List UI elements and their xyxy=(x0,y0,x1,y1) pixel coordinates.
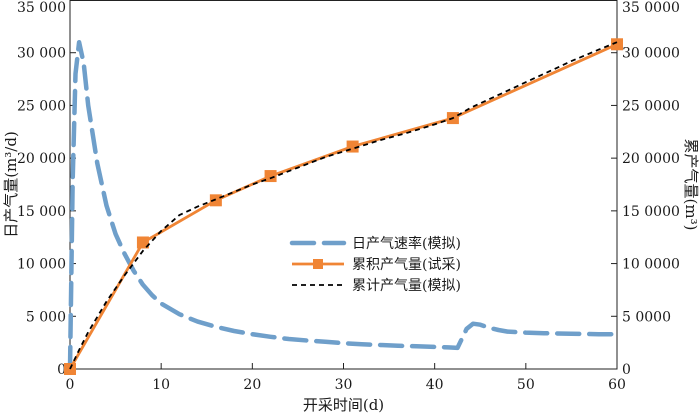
plot-frame xyxy=(69,0,618,370)
left-y-axis-title: 日产气量(m³/d) xyxy=(2,131,20,238)
legend-item-cumulative-sim: 累计产气量(模拟) xyxy=(292,278,461,294)
x-tick-label: 30 xyxy=(335,377,353,393)
right-y-tick-label: 15 0000 xyxy=(622,204,680,220)
right-y-tick-label: 0 xyxy=(622,362,631,378)
right-y-tick-label: 30 0000 xyxy=(622,46,680,62)
right-y-axis-title: 累产气量(m³) xyxy=(682,139,700,231)
right-y-tick-label: 25 0000 xyxy=(622,98,680,114)
x-tick-label: 60 xyxy=(608,377,626,393)
data-point-cumulative-test xyxy=(264,170,277,183)
left-y-tick-label: 15 000 xyxy=(17,204,66,220)
x-axis-title: 开采时间(d) xyxy=(303,396,384,414)
legend-marker-cumulative-test xyxy=(313,259,323,269)
left-y-tick-label: 25 000 xyxy=(17,98,66,114)
legend-item-daily-rate: 日产气速率(模拟) xyxy=(289,235,461,252)
legend: 日产气速率(模拟) 累积产气量(试采) 累计产气量(模拟) xyxy=(289,235,461,294)
left-y-axis: 0 5 000 10 000 15 000 20 000 25 000 30 000 35 0… xyxy=(17,0,76,378)
left-y-tick-label: 20 000 xyxy=(17,151,66,167)
legend-item-cumulative-test: 累积产气量(试采) xyxy=(292,257,461,273)
x-axis: 0 10 20 30 40 50 60 xyxy=(66,363,626,393)
left-y-tick-label: 5 000 xyxy=(26,309,66,325)
data-point-cumulative-test xyxy=(209,194,222,207)
series-line-daily-rate-sim xyxy=(67,39,620,372)
left-y-tick-label: 0 xyxy=(57,362,66,378)
series-line-cumulative-sim xyxy=(69,41,618,370)
x-tick-label: 50 xyxy=(517,377,535,393)
right-y-tick-label: 35 0000 xyxy=(622,0,680,16)
legend-label-cumulative-sim: 累计产气量(模拟) xyxy=(352,278,461,294)
x-tick-label: 40 xyxy=(426,377,444,393)
x-tick-label: 10 xyxy=(152,377,170,393)
series-layer xyxy=(64,38,623,375)
legend-label-cumulative-test: 累积产气量(试采) xyxy=(352,257,461,273)
right-y-axis: 0 5 0000 10 0000 15 0000 20 0000 25 0000 30 00… xyxy=(611,0,680,378)
legend-label-daily-rate: 日产气速率(模拟) xyxy=(352,235,461,252)
right-y-tick-label: 20 0000 xyxy=(622,151,680,167)
plot-border xyxy=(69,0,618,370)
right-y-tick-label: 5 0000 xyxy=(622,309,671,325)
data-point-cumulative-test xyxy=(136,236,149,249)
series-line-cumulative-test xyxy=(68,43,618,370)
x-tick-label: 20 xyxy=(243,377,261,393)
left-y-tick-label: 30 000 xyxy=(17,46,66,62)
left-y-tick-label: 10 000 xyxy=(17,257,66,273)
right-y-tick-label: 10 0000 xyxy=(622,257,680,273)
x-tick-label: 0 xyxy=(66,377,75,393)
left-y-tick-label: 35 000 xyxy=(17,0,66,16)
data-point-cumulative-test xyxy=(611,38,623,51)
